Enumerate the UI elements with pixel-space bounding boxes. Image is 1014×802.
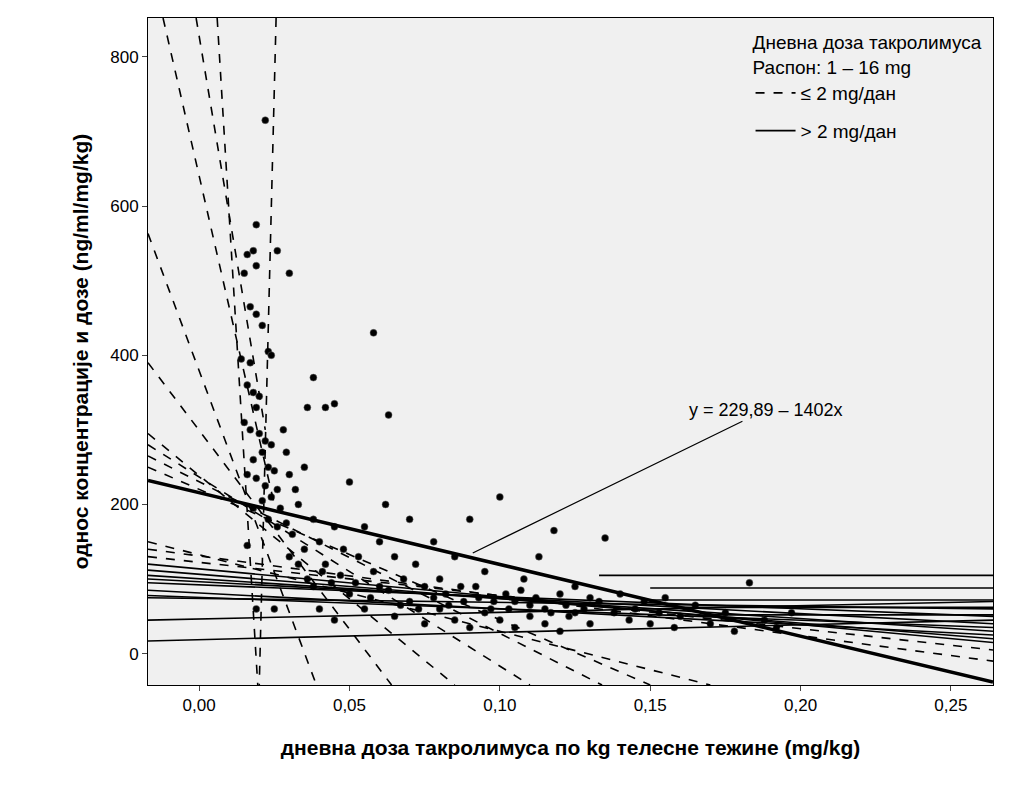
svg-text:0,05: 0,05 [333,696,366,715]
svg-text:800: 800 [110,48,138,67]
svg-text:дневна доза такролимуса по kg: дневна доза такролимуса по kg телесне те… [281,736,861,759]
svg-text:> 2 mg/дан: > 2 mg/дан [801,121,897,142]
svg-text:Дневна доза такролимусаРаспон:: Дневна доза такролимусаРаспон: 1 – 16 mg [753,32,982,78]
svg-text:0,25: 0,25 [934,696,967,715]
svg-text:0,15: 0,15 [634,696,667,715]
svg-text:0,20: 0,20 [784,696,817,715]
svg-text:200: 200 [110,495,138,514]
svg-text:0,10: 0,10 [483,696,516,715]
svg-text:y = 229,89 – 1402x: y = 229,89 – 1402x [689,400,843,420]
svg-text:однос концентрације и дозе (ng: однос концентрације и дозе (ng/ml/mg/kg) [69,134,92,570]
svg-text:0,00: 0,00 [183,696,216,715]
svg-text:≤ 2 mg/дан: ≤ 2 mg/дан [801,83,896,104]
svg-text:400: 400 [110,346,138,365]
svg-text:600: 600 [110,197,138,216]
svg-text:0: 0 [129,645,138,664]
